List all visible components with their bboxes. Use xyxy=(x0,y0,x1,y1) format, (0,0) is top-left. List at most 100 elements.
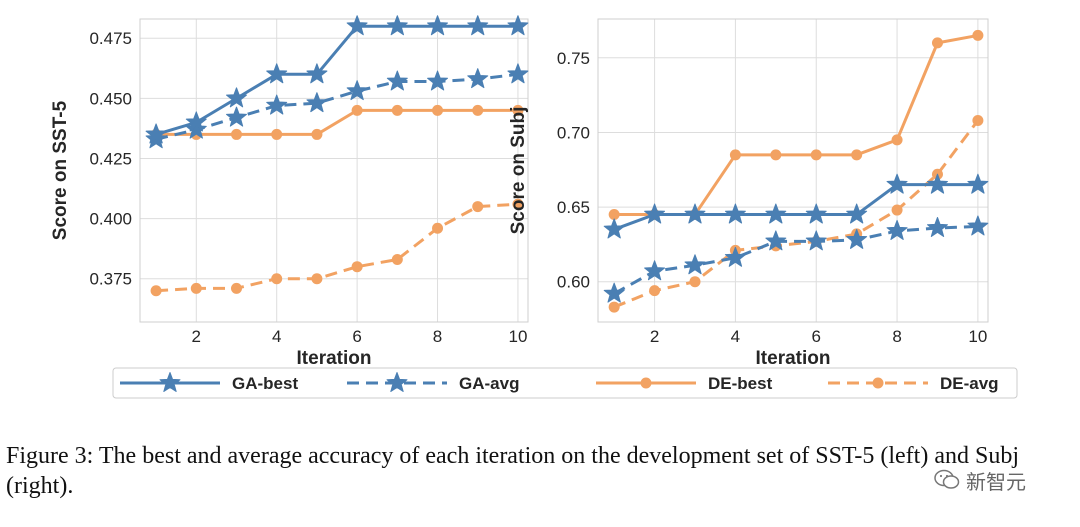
data-point-ga-best xyxy=(145,123,167,144)
data-point-de-avg xyxy=(190,282,202,294)
y-tick-label: 0.375 xyxy=(89,270,132,289)
legend-item-ga-avg: GA-avg xyxy=(347,372,519,393)
y-axis-label: Score on Subj xyxy=(508,107,529,235)
legend-label-de-best: DE-best xyxy=(708,374,773,393)
data-point-ga-best xyxy=(467,15,489,36)
data-point-ga-best xyxy=(603,218,625,239)
y-tick-label: 0.65 xyxy=(557,198,590,217)
y-tick-label: 0.450 xyxy=(89,89,132,108)
data-point-ga-avg xyxy=(266,94,288,115)
series-de-best xyxy=(150,104,524,140)
data-point-de-avg xyxy=(891,204,903,216)
data-point-de-best xyxy=(972,29,984,41)
series-ga-best xyxy=(145,15,529,144)
data-point-ga-avg xyxy=(427,70,449,91)
data-point-ga-avg xyxy=(507,63,529,84)
data-point-de-best xyxy=(432,104,444,116)
data-point-ga-best xyxy=(185,111,207,132)
data-point-ga-avg xyxy=(684,254,706,275)
y-tick-label: 0.475 xyxy=(89,29,132,48)
data-point-ga-best xyxy=(386,15,408,36)
data-point-ga-best xyxy=(644,203,666,224)
data-point-de-avg xyxy=(432,222,444,234)
legend-marker-ga-avg xyxy=(386,372,408,392)
watermark: 新智元 xyxy=(934,467,1026,494)
x-tick-label: 4 xyxy=(731,327,740,346)
y-tick-label: 0.70 xyxy=(557,123,590,142)
x-tick-label: 6 xyxy=(352,327,361,346)
x-tick-label: 10 xyxy=(508,327,527,346)
series-ga-best xyxy=(603,173,989,239)
legend-marker-de-best xyxy=(640,377,652,389)
x-axis-label: Iteration xyxy=(297,348,372,369)
series-de-best xyxy=(608,29,984,221)
series-line-de-avg xyxy=(613,119,980,309)
data-point-ga-best xyxy=(765,203,787,224)
chart-area: 2 4 6 8 10 0.375 0.400 0.425 0.450 0.475 Iteration… xyxy=(50,15,1018,399)
figure-caption: Figure 3: The best and average accuracy … xyxy=(6,443,1020,499)
series-de-avg xyxy=(150,198,524,297)
data-point-ga-avg xyxy=(226,106,247,127)
x-tick-label: 10 xyxy=(968,327,987,346)
data-point-de-best xyxy=(351,104,363,116)
data-point-de-best xyxy=(311,128,323,140)
data-point-ga-best xyxy=(886,173,908,194)
data-point-ga-avg xyxy=(927,216,948,237)
series-line-ga-best xyxy=(613,183,978,231)
data-point-de-best xyxy=(512,104,524,116)
data-point-ga-avg xyxy=(644,260,666,281)
plot-frame xyxy=(139,18,529,323)
plot-frame xyxy=(597,18,989,323)
y-tick-label: 0.60 xyxy=(557,273,590,292)
data-point-de-avg xyxy=(972,114,984,126)
legend-marker-ga-best xyxy=(159,372,181,392)
data-point-ga-best xyxy=(967,173,989,194)
series-line-de-avg xyxy=(155,202,519,293)
series-ga-avg xyxy=(603,215,989,303)
data-point-de-best xyxy=(391,104,403,116)
data-point-ga-avg xyxy=(185,118,207,139)
data-point-ga-avg xyxy=(886,219,908,240)
x-tick-label: 2 xyxy=(192,327,201,346)
data-point-ga-best xyxy=(684,203,706,224)
data-point-de-avg xyxy=(512,198,524,210)
data-point-de-best xyxy=(230,128,242,140)
data-point-ga-avg xyxy=(386,70,408,91)
data-point-ga-best xyxy=(507,15,529,36)
legend-box xyxy=(112,367,1018,399)
legend: GA-best GA-avg DE-best DE-avg xyxy=(112,367,1018,399)
data-point-de-avg xyxy=(351,261,363,273)
legend-label-ga-best: GA-best xyxy=(232,374,298,393)
data-point-ga-avg xyxy=(603,282,625,303)
legend-label-de-avg: DE-avg xyxy=(940,374,999,393)
y-tick-label: 0.75 xyxy=(557,49,590,68)
data-point-de-best xyxy=(472,104,484,116)
data-point-ga-best xyxy=(846,203,868,224)
series-line-ga-best xyxy=(155,24,518,136)
series-line-ga-avg xyxy=(155,72,519,141)
data-point-de-avg xyxy=(271,273,283,285)
data-point-ga-best xyxy=(226,87,247,108)
data-point-ga-avg xyxy=(467,68,489,89)
data-point-de-best xyxy=(891,134,903,146)
legend-item-de-avg: DE-avg xyxy=(828,374,999,393)
data-point-de-best xyxy=(271,128,283,140)
data-point-de-avg xyxy=(608,301,620,313)
series-line-de-best xyxy=(156,108,518,136)
data-point-de-avg xyxy=(150,285,162,297)
x-tick-label: 8 xyxy=(892,327,901,346)
data-point-de-avg xyxy=(649,285,661,297)
series-line-de-best xyxy=(614,33,979,217)
data-point-ga-avg xyxy=(346,80,368,101)
y-tick-label: 0.425 xyxy=(89,149,132,168)
data-point-ga-avg xyxy=(846,228,868,249)
legend-marker-de-avg xyxy=(872,377,884,389)
data-point-de-avg xyxy=(391,253,403,265)
legend-item-ga-best: GA-best xyxy=(120,372,298,393)
data-point-ga-best xyxy=(724,203,746,224)
legend-item-de-best: DE-best xyxy=(596,374,773,393)
x-axis-label: Iteration xyxy=(756,348,831,369)
data-point-ga-best xyxy=(266,63,288,84)
x-tick-label: 6 xyxy=(812,327,821,346)
